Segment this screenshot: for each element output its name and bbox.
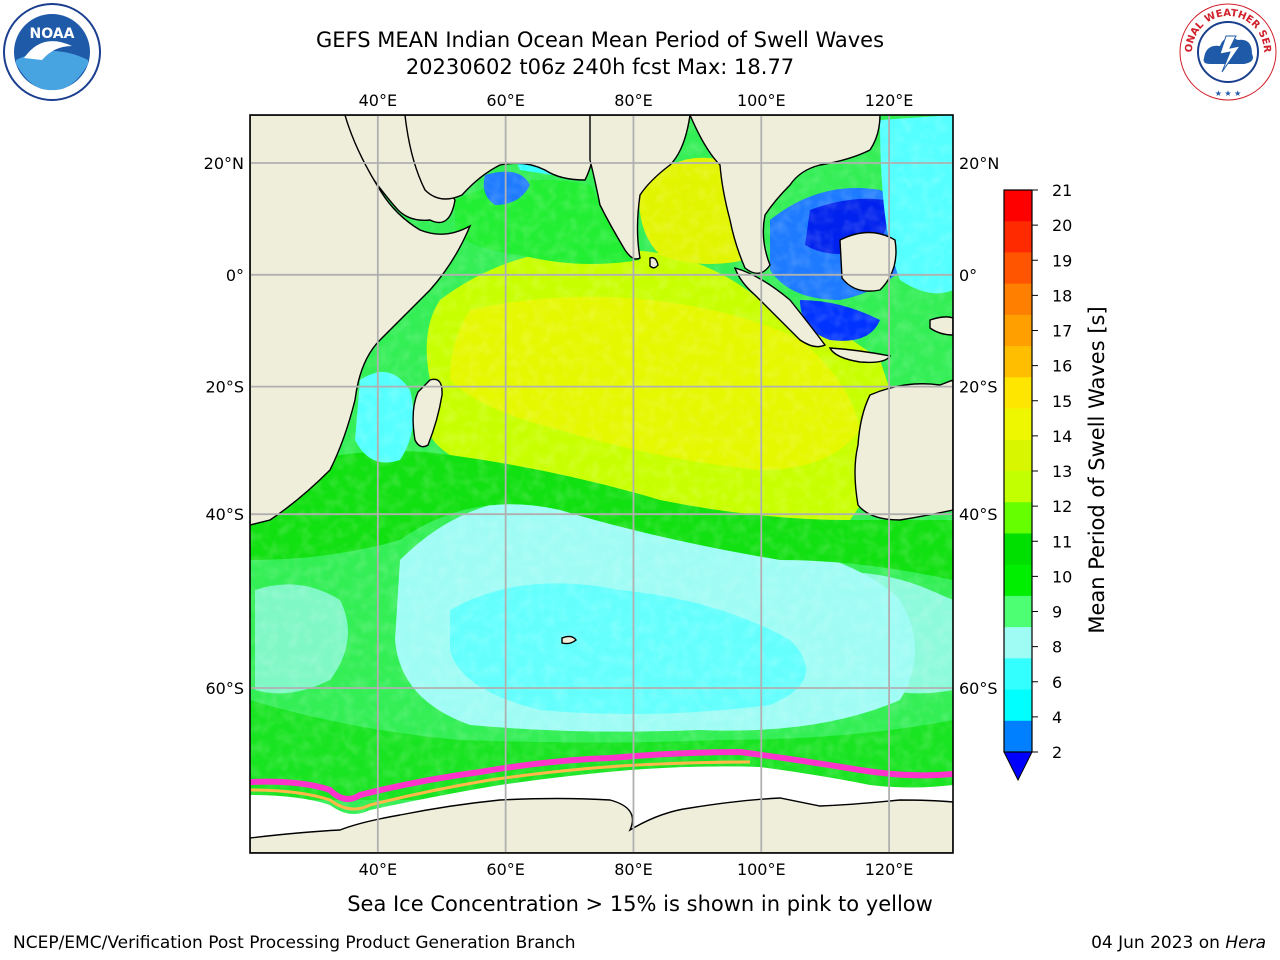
land-se-asia (689, 115, 881, 274)
colorbar-label-13: 8 (1052, 638, 1062, 657)
colorbar-swatch-0 (1004, 190, 1032, 222)
colorbar-swatch-13 (1004, 595, 1032, 628)
lon-tick-top-2: 80°E (614, 91, 652, 110)
land-sumatra (733, 266, 827, 348)
colorbar-label-15: 4 (1052, 708, 1062, 727)
colorbar-label-3: 18 (1052, 286, 1072, 305)
lon-ticks-bottom: 40°E 60°E 80°E 100°E 120°E (359, 860, 914, 879)
colorbar-swatch-14 (1004, 627, 1032, 659)
land-new-guinea (929, 316, 953, 336)
colorbar-swatch-4 (1004, 314, 1032, 347)
colorbar-swatch-15 (1004, 658, 1032, 691)
colorbar-swatch-3 (1004, 283, 1032, 316)
colorbar-swatch-10 (1004, 502, 1032, 534)
lat-tick-left-0: 20°N (204, 154, 244, 173)
lat-tick-left-4: 60°S (205, 679, 244, 698)
sea-ice-edge (250, 748, 953, 802)
colorbar-swatch-17 (1004, 720, 1032, 753)
land-borneo (839, 231, 897, 292)
colorbar-label-0: 21 (1052, 181, 1072, 200)
colorbar-swatch-8 (1004, 439, 1032, 472)
lon-tick-top-0: 40°E (359, 91, 397, 110)
lon-tick-bottom-1: 60°E (486, 860, 524, 879)
lat-tick-left-1: 0° (226, 266, 244, 285)
lat-tick-right-0: 20°N (959, 154, 999, 173)
lat-tick-right-4: 60°S (959, 679, 998, 698)
colorbar-label-14: 6 (1052, 673, 1062, 692)
colorbar-swatch-2 (1004, 252, 1032, 285)
lat-tick-right-2: 20°S (959, 378, 998, 397)
colorbar-swatch-9 (1004, 471, 1032, 503)
sea-ice-footnote: Sea Ice Concentration > 15% is shown in … (347, 892, 933, 916)
land-antarctica (250, 797, 953, 853)
land-india (589, 115, 691, 260)
colorbar-label-1: 20 (1052, 216, 1072, 235)
colorbar: 21 20 19 18 17 16 15 14 13 12 11 10 9 8 6 4 2 (1003, 181, 1072, 782)
colorbar-label-7: 14 (1052, 427, 1072, 446)
map-subtitle: 20230602 t06z 240h fcst Max: 18.77 (405, 55, 795, 79)
colorbar-label-12: 9 (1052, 603, 1062, 622)
lon-tick-bottom-0: 40°E (359, 860, 397, 879)
land-kerguelen (561, 635, 577, 645)
credit-machine: Hera (1225, 933, 1266, 953)
colorbar-label-8: 13 (1052, 462, 1072, 481)
lat-tick-right-3: 40°S (959, 505, 998, 524)
gridlines (250, 115, 953, 853)
colorbar-label-16: 2 (1052, 743, 1062, 762)
colorbar-label-11: 10 (1052, 567, 1072, 586)
land-java (828, 347, 892, 364)
colorbar-swatch-1 (1004, 221, 1032, 253)
lon-tick-bottom-4: 120°E (865, 860, 914, 879)
lat-ticks-right: 20°N 0° 20°S 40°S 60°S (959, 154, 999, 698)
colorbar-swatch-12 (1004, 564, 1032, 597)
credit-right: 04 Jun 2023 on Hera (1091, 932, 1266, 954)
colorbar-swatch-16 (1004, 689, 1032, 722)
credit-date: 04 Jun 2023 on (1091, 933, 1226, 953)
colorbar-label-5: 16 (1052, 357, 1072, 376)
credit-left: NCEP/EMC/Verification Post Processing Pr… (13, 933, 576, 953)
land-sri-lanka (649, 256, 659, 269)
land-australia (854, 379, 953, 521)
land-masses (250, 115, 953, 853)
colorbar-swatch-6 (1004, 377, 1032, 410)
map-frame (249, 114, 954, 854)
lat-tick-left-3: 40°S (205, 505, 244, 524)
land-arabia (404, 115, 595, 200)
lat-tick-right-1: 0° (959, 266, 977, 285)
lon-ticks-top: 40°E 60°E 80°E 100°E 120°E (359, 91, 914, 110)
noaa-logo-text: NOAA (30, 26, 75, 42)
colorbar-title: Mean Period of Swell Waves [s] (1085, 306, 1109, 634)
colorbar-label-10: 11 (1052, 532, 1072, 551)
lon-tick-bottom-2: 80°E (614, 860, 652, 879)
lon-tick-top-3: 100°E (737, 91, 786, 110)
colorbar-swatch-11 (1004, 533, 1032, 566)
colorbar-label-2: 19 (1052, 251, 1072, 270)
lon-tick-bottom-3: 100°E (737, 860, 786, 879)
nws-logo: NATIONAL WEATHER SERVICE ★ ★ ★ (1178, 2, 1277, 101)
map-area (250, 115, 953, 853)
colorbar-label-9: 12 (1052, 497, 1072, 516)
lat-tick-left-2: 20°S (205, 378, 244, 397)
sea-ice-edge-yellow (250, 760, 751, 811)
svg-text:★ ★ ★: ★ ★ ★ (1215, 89, 1242, 98)
colorbar-label-4: 17 (1052, 322, 1072, 341)
colorbar-swatch-5 (1004, 346, 1032, 378)
noaa-logo: NOAA (3, 3, 101, 101)
lon-tick-top-4: 120°E (865, 91, 914, 110)
land-africa-horn (250, 115, 472, 526)
colorbar-swatch-7 (1004, 408, 1032, 441)
lon-tick-top-1: 60°E (486, 91, 524, 110)
lat-ticks-left: 20°N 0° 20°S 40°S 60°S (204, 154, 244, 698)
map-title: GEFS MEAN Indian Ocean Mean Period of Sw… (315, 28, 885, 52)
colorbar-label-6: 15 (1052, 392, 1072, 411)
colorbar-extend-triangle (1003, 751, 1033, 782)
